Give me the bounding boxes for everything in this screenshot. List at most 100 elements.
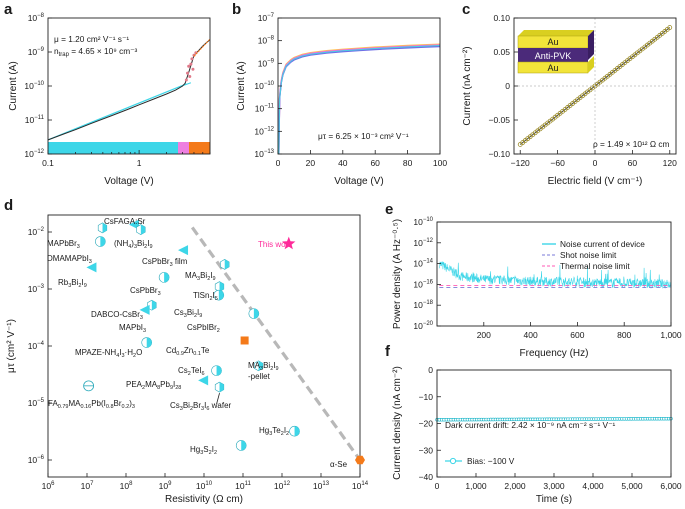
transition-point — [190, 57, 194, 61]
y-axis-label: Current (nA cm⁻²) — [462, 46, 473, 125]
x-tick-label: 0 — [276, 158, 281, 168]
y-tick-label: 10−18 — [413, 300, 433, 310]
y-tick-label: 10−10 — [254, 81, 274, 91]
resistivity-annotation: ρ = 1.49 × 10¹² Ω cm — [593, 139, 669, 149]
y-tick-label: 10−10 — [413, 217, 433, 227]
x-tick-label: 1010 — [196, 481, 213, 491]
panel-e-letter: e — [385, 201, 393, 218]
au-bottom-side — [588, 56, 594, 73]
x-tick-label: 1,000 — [465, 481, 487, 491]
x-tick-label: 60 — [628, 158, 638, 168]
x-tick-label: 1,000 — [660, 330, 682, 340]
this-work-label: This work — [258, 240, 293, 249]
x-tick-label: 400 — [524, 330, 538, 340]
y-tick-label: 10−11 — [25, 115, 45, 125]
marker-this-work — [282, 236, 296, 250]
y-tick-label: −30 — [419, 445, 434, 455]
compound-label: MAPbBr3 — [47, 239, 80, 250]
y-tick-label: 10−4 — [28, 341, 45, 351]
x-tick-label: −120 — [511, 158, 530, 168]
y-tick-label: 10−8 — [258, 36, 275, 46]
data-point — [667, 25, 673, 30]
panel-f-chart: 0 1,000 2,000 3,000 4,000 5,000 6,000 0 −10 −20 −3… — [392, 365, 682, 505]
anti-pvk-layer — [518, 48, 588, 62]
y-tick-label: −20 — [419, 419, 434, 429]
region-child — [189, 142, 210, 154]
y-tick-label: 10−11 — [255, 104, 275, 114]
anti-pvk-label: Anti-PVK — [535, 51, 572, 61]
marker-mapbbr3-fill — [102, 222, 107, 233]
y-tick-label: 0 — [505, 81, 510, 91]
noise-trace — [439, 261, 671, 289]
panel-d-letter: d — [4, 197, 13, 214]
x-tick-label: 0 — [593, 158, 598, 168]
y-axis-label: Current (A) — [8, 61, 19, 110]
compound-label: FA0.79MA0.16Pb(I0.8Br0.2)3 — [48, 399, 135, 410]
y-tick-label: −40 — [419, 472, 434, 482]
transition-point — [188, 75, 192, 79]
au-top-face — [518, 30, 594, 36]
compound-label: (NH4)3Bi2I9 — [114, 239, 153, 250]
fit-line-child — [193, 38, 210, 57]
compound-label: Rb3Bi2I9 — [58, 278, 87, 289]
compound-label: TlSn2I5 — [193, 291, 218, 302]
x-axis-label: Voltage (V) — [334, 176, 383, 187]
x-tick-label: 108 — [120, 481, 133, 491]
x-tick-label: 0.1 — [42, 158, 54, 168]
legend-shot-label: Shot noise limit — [560, 250, 617, 260]
marker-ma3bi2i9-pellet-fill — [258, 360, 263, 371]
marker-cspbibr2-fill — [253, 308, 259, 319]
y-tick-label: 10−5 — [28, 398, 45, 408]
x-tick-label: 120 — [663, 158, 677, 168]
compound-label: MA3Bi2I9 — [185, 271, 216, 282]
x-tick-label: 1012 — [274, 481, 291, 491]
panel-e-chart: 200 400 600 800 1,000 10−20 10−18 10−16 10−14 10−… — [392, 217, 682, 359]
x-axis-label: Electric field (V cm⁻¹) — [548, 176, 643, 187]
marker-cs3bi2i9-fill — [218, 290, 224, 301]
compound-label: DMAMAPbI3 — [47, 254, 92, 265]
compound-label: Cs3Bi2Br3I6 wafer — [170, 401, 232, 412]
y-tick-label: −0.05 — [488, 115, 510, 125]
y-tick-label: 10−9 — [28, 47, 45, 57]
panel-b-letter: b — [232, 1, 241, 18]
x-tick-label: 2,000 — [504, 481, 526, 491]
compound-label: PEA2MA8Pb9I28 — [126, 380, 181, 391]
x-tick-label: 200 — [477, 330, 491, 340]
compound-label: MPAZE-NH4I3·H2O — [75, 348, 142, 359]
x-tick-label: 5,000 — [621, 481, 643, 491]
y-tick-label: 10−7 — [258, 13, 275, 23]
marker-cd0-9zn0-1te — [240, 336, 249, 345]
legend-bias-marker — [449, 457, 457, 465]
compound-label: MA3Bi2I9 — [248, 361, 279, 372]
legend: Noise current of device Shot noise limit… — [542, 239, 645, 271]
compound-label: CsFAGA:Sr — [104, 217, 146, 226]
panel-b-chart: 0 20 40 60 80 100 10−13 10−12 10−11 10−10 10−9 10−8… — [236, 13, 447, 187]
y-tick-label: 0.05 — [493, 47, 510, 57]
y-axis-label: Power density (A Hz⁻⁰·⁵) — [392, 219, 403, 329]
compound-label: Hg3Te2I2 — [259, 426, 289, 437]
x-tick-label: 6,000 — [660, 481, 682, 491]
marker-dmamapbi3-fill — [100, 236, 106, 247]
y-tick-label: 10−8 — [28, 13, 45, 23]
y-tick-label: 10−20 — [413, 321, 433, 331]
marker-hg3te2i2-fill — [294, 426, 300, 437]
x-tick-label: 20 — [306, 158, 316, 168]
y-tick-label: 10−6 — [28, 455, 45, 465]
y-tick-label: 10−3 — [28, 284, 45, 294]
x-tick-label: −60 — [550, 158, 565, 168]
legend-bias-label: Bias: −100 V — [467, 456, 515, 466]
y-tick-label: 0 — [428, 365, 433, 375]
region-tfl — [178, 142, 189, 154]
marker-cspbbr3-fill — [164, 272, 170, 283]
compound-label: CsPbBr3 film — [142, 257, 188, 268]
mu-tau-annotation: μτ = 6.25 × 10⁻³ cm² V⁻¹ — [318, 131, 409, 141]
region-ohmic — [48, 142, 178, 154]
compound-label: MAPbI3 — [119, 323, 146, 334]
marker-rb3bi2i9 — [86, 262, 97, 273]
stack-side — [588, 30, 594, 60]
panel-d-chart: 106 107 108 109 1010 1011 1012 1013 1014 10−6 10−5… — [6, 214, 369, 505]
y-axis-label: μτ (cm² V⁻¹) — [6, 319, 17, 373]
x-tick-label: 40 — [338, 158, 348, 168]
plot-frame — [436, 221, 672, 327]
